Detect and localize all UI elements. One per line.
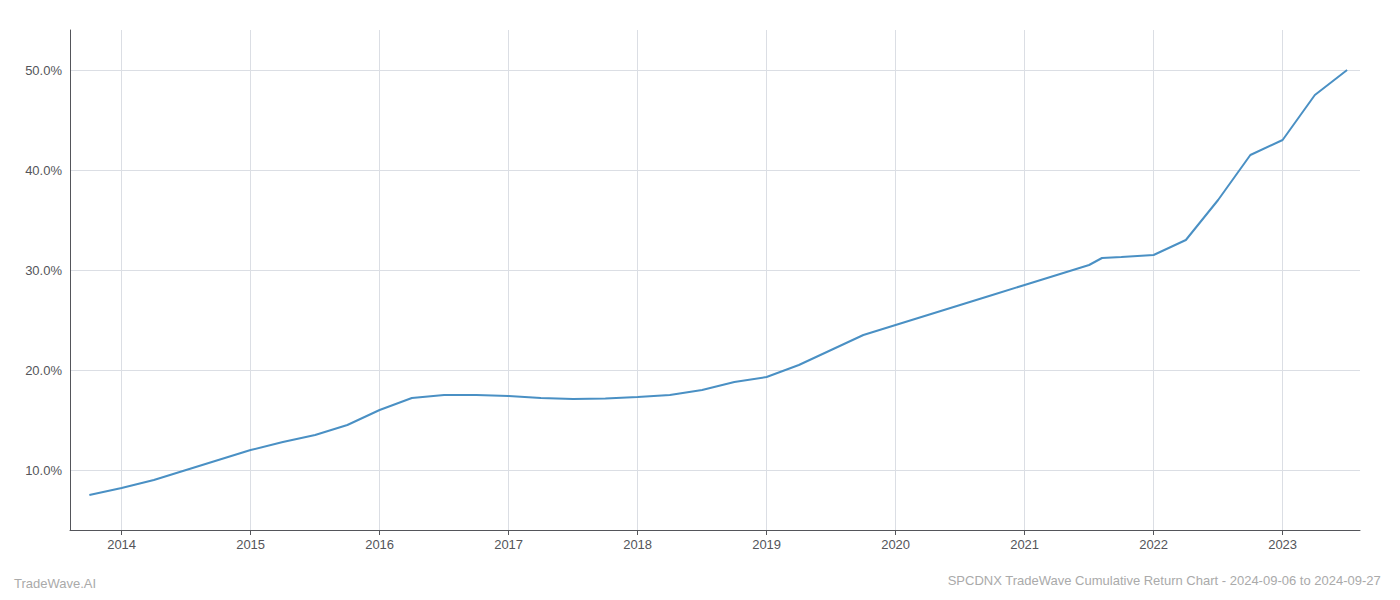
svg-text:2016: 2016 — [365, 537, 394, 552]
svg-text:40.0%: 40.0% — [25, 163, 62, 178]
svg-text:2020: 2020 — [881, 537, 910, 552]
svg-text:10.0%: 10.0% — [25, 463, 62, 478]
svg-text:2018: 2018 — [623, 537, 652, 552]
svg-text:2021: 2021 — [1010, 537, 1039, 552]
svg-text:30.0%: 30.0% — [25, 263, 62, 278]
svg-text:TradeWave.AI: TradeWave.AI — [14, 576, 96, 591]
svg-text:2022: 2022 — [1139, 537, 1168, 552]
svg-text:20.0%: 20.0% — [25, 363, 62, 378]
svg-text:2023: 2023 — [1268, 537, 1297, 552]
svg-text:2017: 2017 — [494, 537, 523, 552]
svg-text:SPCDNX TradeWave Cumulative Re: SPCDNX TradeWave Cumulative Return Chart… — [948, 573, 1381, 588]
svg-text:2019: 2019 — [752, 537, 781, 552]
svg-text:50.0%: 50.0% — [25, 63, 62, 78]
svg-text:2014: 2014 — [107, 537, 136, 552]
svg-text:2015: 2015 — [236, 537, 265, 552]
